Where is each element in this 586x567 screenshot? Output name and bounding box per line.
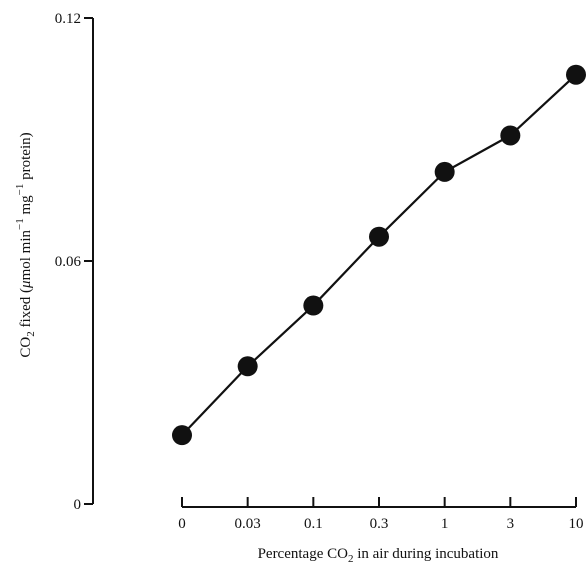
data-point	[172, 425, 192, 446]
x-ticks: 0 0.03 0.1 0.3 1 3 10	[178, 497, 584, 532]
data-point	[566, 64, 586, 85]
data-points	[172, 64, 586, 446]
y-tick-label: 0	[74, 497, 82, 513]
x-tick-label: 0.03	[235, 516, 261, 532]
x-tick-label: 1	[441, 516, 449, 532]
data-point	[237, 356, 258, 377]
x-tick-label: 3	[507, 516, 515, 532]
y-tick-label: 0.12	[55, 11, 81, 27]
y-ticks: 0 0.06 0.12	[55, 11, 93, 513]
x-tick-label: 10	[569, 516, 584, 532]
x-tick-label: 0	[178, 516, 186, 532]
x-axis-title: Percentage CO2 in air during incubation	[258, 546, 499, 565]
data-point	[434, 161, 455, 182]
y-axis-title: CO2 fixed (μmol min−1 mg−1 protein)	[14, 132, 37, 357]
x-tick-label: 0.3	[370, 516, 389, 532]
data-point	[369, 226, 389, 247]
data-point	[303, 295, 324, 316]
y-tick-label: 0.06	[55, 254, 82, 270]
data-point	[500, 125, 521, 146]
x-tick-label: 0.1	[304, 516, 323, 532]
